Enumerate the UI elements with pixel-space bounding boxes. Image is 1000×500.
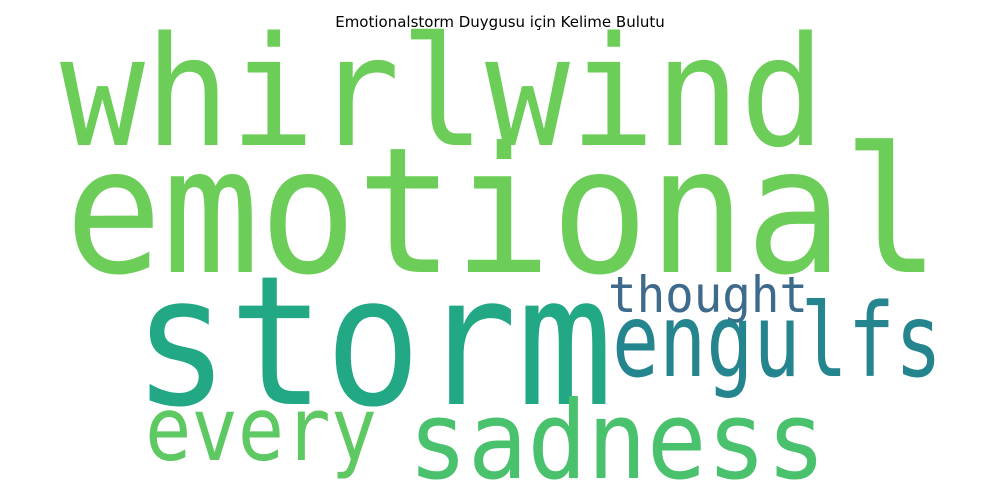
word-whirlwind: whirlwind	[60, 4, 825, 181]
word-emotional: emotional	[65, 111, 940, 314]
word-sadness: sadness	[408, 379, 826, 500]
word-engulfs: engulfs	[612, 282, 942, 401]
word-every: every	[145, 378, 377, 481]
chart-title: Emotionalstorm Duygusu için Kelime Bulut…	[335, 13, 665, 31]
word-thought: thought	[608, 266, 808, 324]
word-storm: storm	[133, 238, 613, 447]
